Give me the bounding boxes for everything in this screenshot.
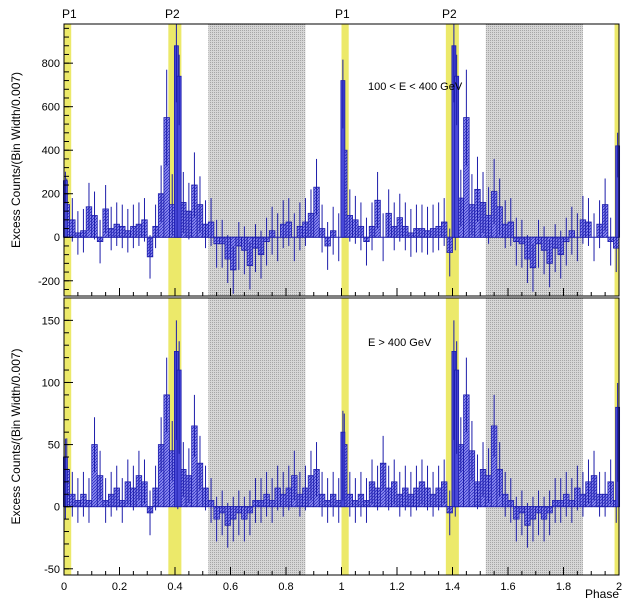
on-region-0	[64, 24, 72, 296]
x-axis-phase: 0 0.2 0.4 0.6 0.8 1 1.2 1.4 1.6 1.8 2	[61, 288, 622, 593]
y-tick-label: 100	[42, 377, 60, 389]
y-tick-label: 800	[42, 58, 60, 70]
panel-low-energy: -200 0 200 400 600 800 100 < E < 400 GeV Exce…	[9, 23, 621, 297]
phase-marker-p1-a: P1	[62, 7, 77, 21]
y-tick-label: 400	[42, 145, 60, 157]
panel-high-energy: -50 0 50 100 150 E > 400 GeV Excess Counts/(…	[9, 297, 621, 576]
x-tick-label: 1.2	[389, 581, 404, 593]
x-tick-label: 0	[61, 581, 67, 593]
x-tick-label: 1.8	[556, 581, 571, 593]
y-tick-label: 0	[54, 502, 60, 514]
energy-range-label-low: 100 < E < 400 GeV	[368, 81, 463, 93]
x-tick-label: 2	[616, 581, 622, 593]
x-tick-label: 1.6	[500, 581, 515, 593]
x-axis-title: Phase	[585, 587, 619, 601]
off-region-0	[208, 298, 306, 575]
y-axis-high-energy: -50 0 50 100 150	[42, 307, 73, 576]
on-region-0	[64, 298, 72, 575]
off-region-0	[208, 24, 306, 296]
off-region-1	[485, 298, 583, 575]
phase-markers: P1 P2 P1 P2	[62, 7, 457, 21]
phase-marker-p1-b: P1	[335, 7, 350, 21]
x-tick-label: 0.4	[167, 581, 182, 593]
x-tick-label: 0.6	[223, 581, 238, 593]
x-tick-label: 1	[338, 581, 344, 593]
y-tick-label: 600	[42, 102, 60, 114]
x-tick-label: 0.2	[112, 581, 127, 593]
y-axis-title-high-energy: Excess Counts/(Bin Width/0.007)	[9, 348, 23, 524]
y-tick-label: -50	[44, 564, 60, 576]
energy-range-label-high: E > 400 GeV	[368, 337, 432, 349]
y-tick-label: -200	[38, 276, 60, 288]
phase-marker-p2-a: P2	[165, 7, 180, 21]
phase-marker-p2-b: P2	[442, 7, 457, 21]
y-tick-label: 200	[42, 189, 60, 201]
y-axis-title-low-energy: Excess Counts/(Bin Width/0.007)	[9, 72, 23, 248]
y-axis-low-energy: -200 0 200 400 600 800	[38, 27, 73, 290]
x-tick-label: 0.8	[278, 581, 293, 593]
histogram-low-energy	[62, 24, 621, 294]
y-tick-label: 0	[54, 232, 60, 244]
y-tick-label: 50	[48, 440, 60, 452]
histogram-high-energy	[62, 320, 621, 548]
y-tick-label: 150	[42, 315, 60, 327]
x-tick-label: 1.4	[445, 581, 460, 593]
